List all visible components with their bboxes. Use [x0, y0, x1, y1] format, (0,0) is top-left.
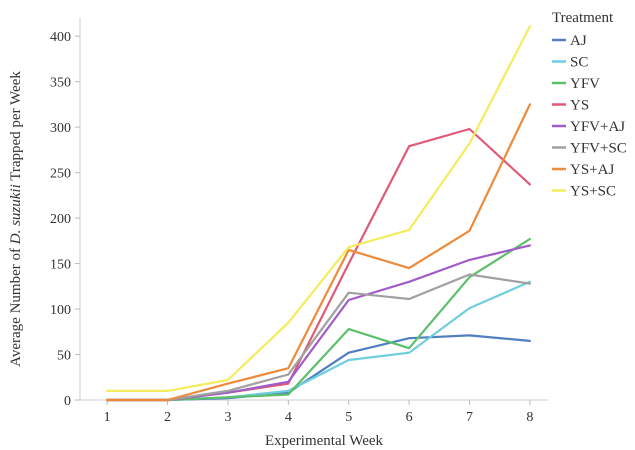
- chart-axis-labels: Experimental Week Average Number of D. su…: [8, 71, 384, 449]
- legend-label: YFV+AJ: [570, 119, 625, 135]
- series-line-ys-plus-aj: [106, 103, 532, 402]
- series-line-ys: [106, 127, 532, 402]
- chart-legend: Treatment AJ SC YFV YS YFV+AJ YFV+SC YS+AJ YS+SC: [552, 10, 627, 200]
- x-tick-label: 6: [406, 410, 413, 425]
- x-tick-label: 5: [345, 410, 352, 425]
- legend-label: AJ: [570, 33, 587, 49]
- x-tick-label: 7: [466, 410, 473, 425]
- y-tick-label: 400: [50, 30, 71, 45]
- x-tick-label: 8: [526, 410, 533, 425]
- y-tick-label: 300: [50, 121, 71, 136]
- legend-label: SC: [570, 55, 588, 71]
- x-axis-title: Experimental Week: [265, 433, 384, 449]
- x-tick-label: 1: [104, 410, 111, 425]
- x-tick-label: 2: [164, 410, 171, 425]
- y-tick-label: 250: [50, 167, 71, 182]
- series-line-ys-plus-sc: [106, 25, 532, 392]
- legend-label: YS: [570, 98, 589, 114]
- x-tick-label: 3: [224, 410, 231, 425]
- legend-title: Treatment: [552, 10, 614, 26]
- legend-label: YFV: [570, 76, 600, 92]
- chart-axes: 0 50 100 150 200 250 300 350 400 1 2 3 4 5 6 7 8: [50, 18, 548, 425]
- y-tick-label: 0: [64, 394, 71, 409]
- legend-label: YS+SC: [570, 184, 616, 200]
- legend-label: YS+AJ: [570, 162, 614, 178]
- y-tick-label: 50: [57, 349, 71, 364]
- chart-series-lines: [106, 25, 532, 402]
- legend-label: YFV+SC: [570, 141, 627, 157]
- x-tick-label: 4: [285, 410, 292, 425]
- series-line-yfv-plus-sc: [106, 273, 532, 402]
- y-tick-label: 100: [50, 303, 71, 318]
- y-axis-title: Average Number of D. suzukii Trapped per…: [8, 71, 24, 367]
- y-tick-label: 350: [50, 76, 71, 91]
- y-tick-label: 200: [50, 212, 71, 227]
- y-tick-label: 150: [50, 258, 71, 273]
